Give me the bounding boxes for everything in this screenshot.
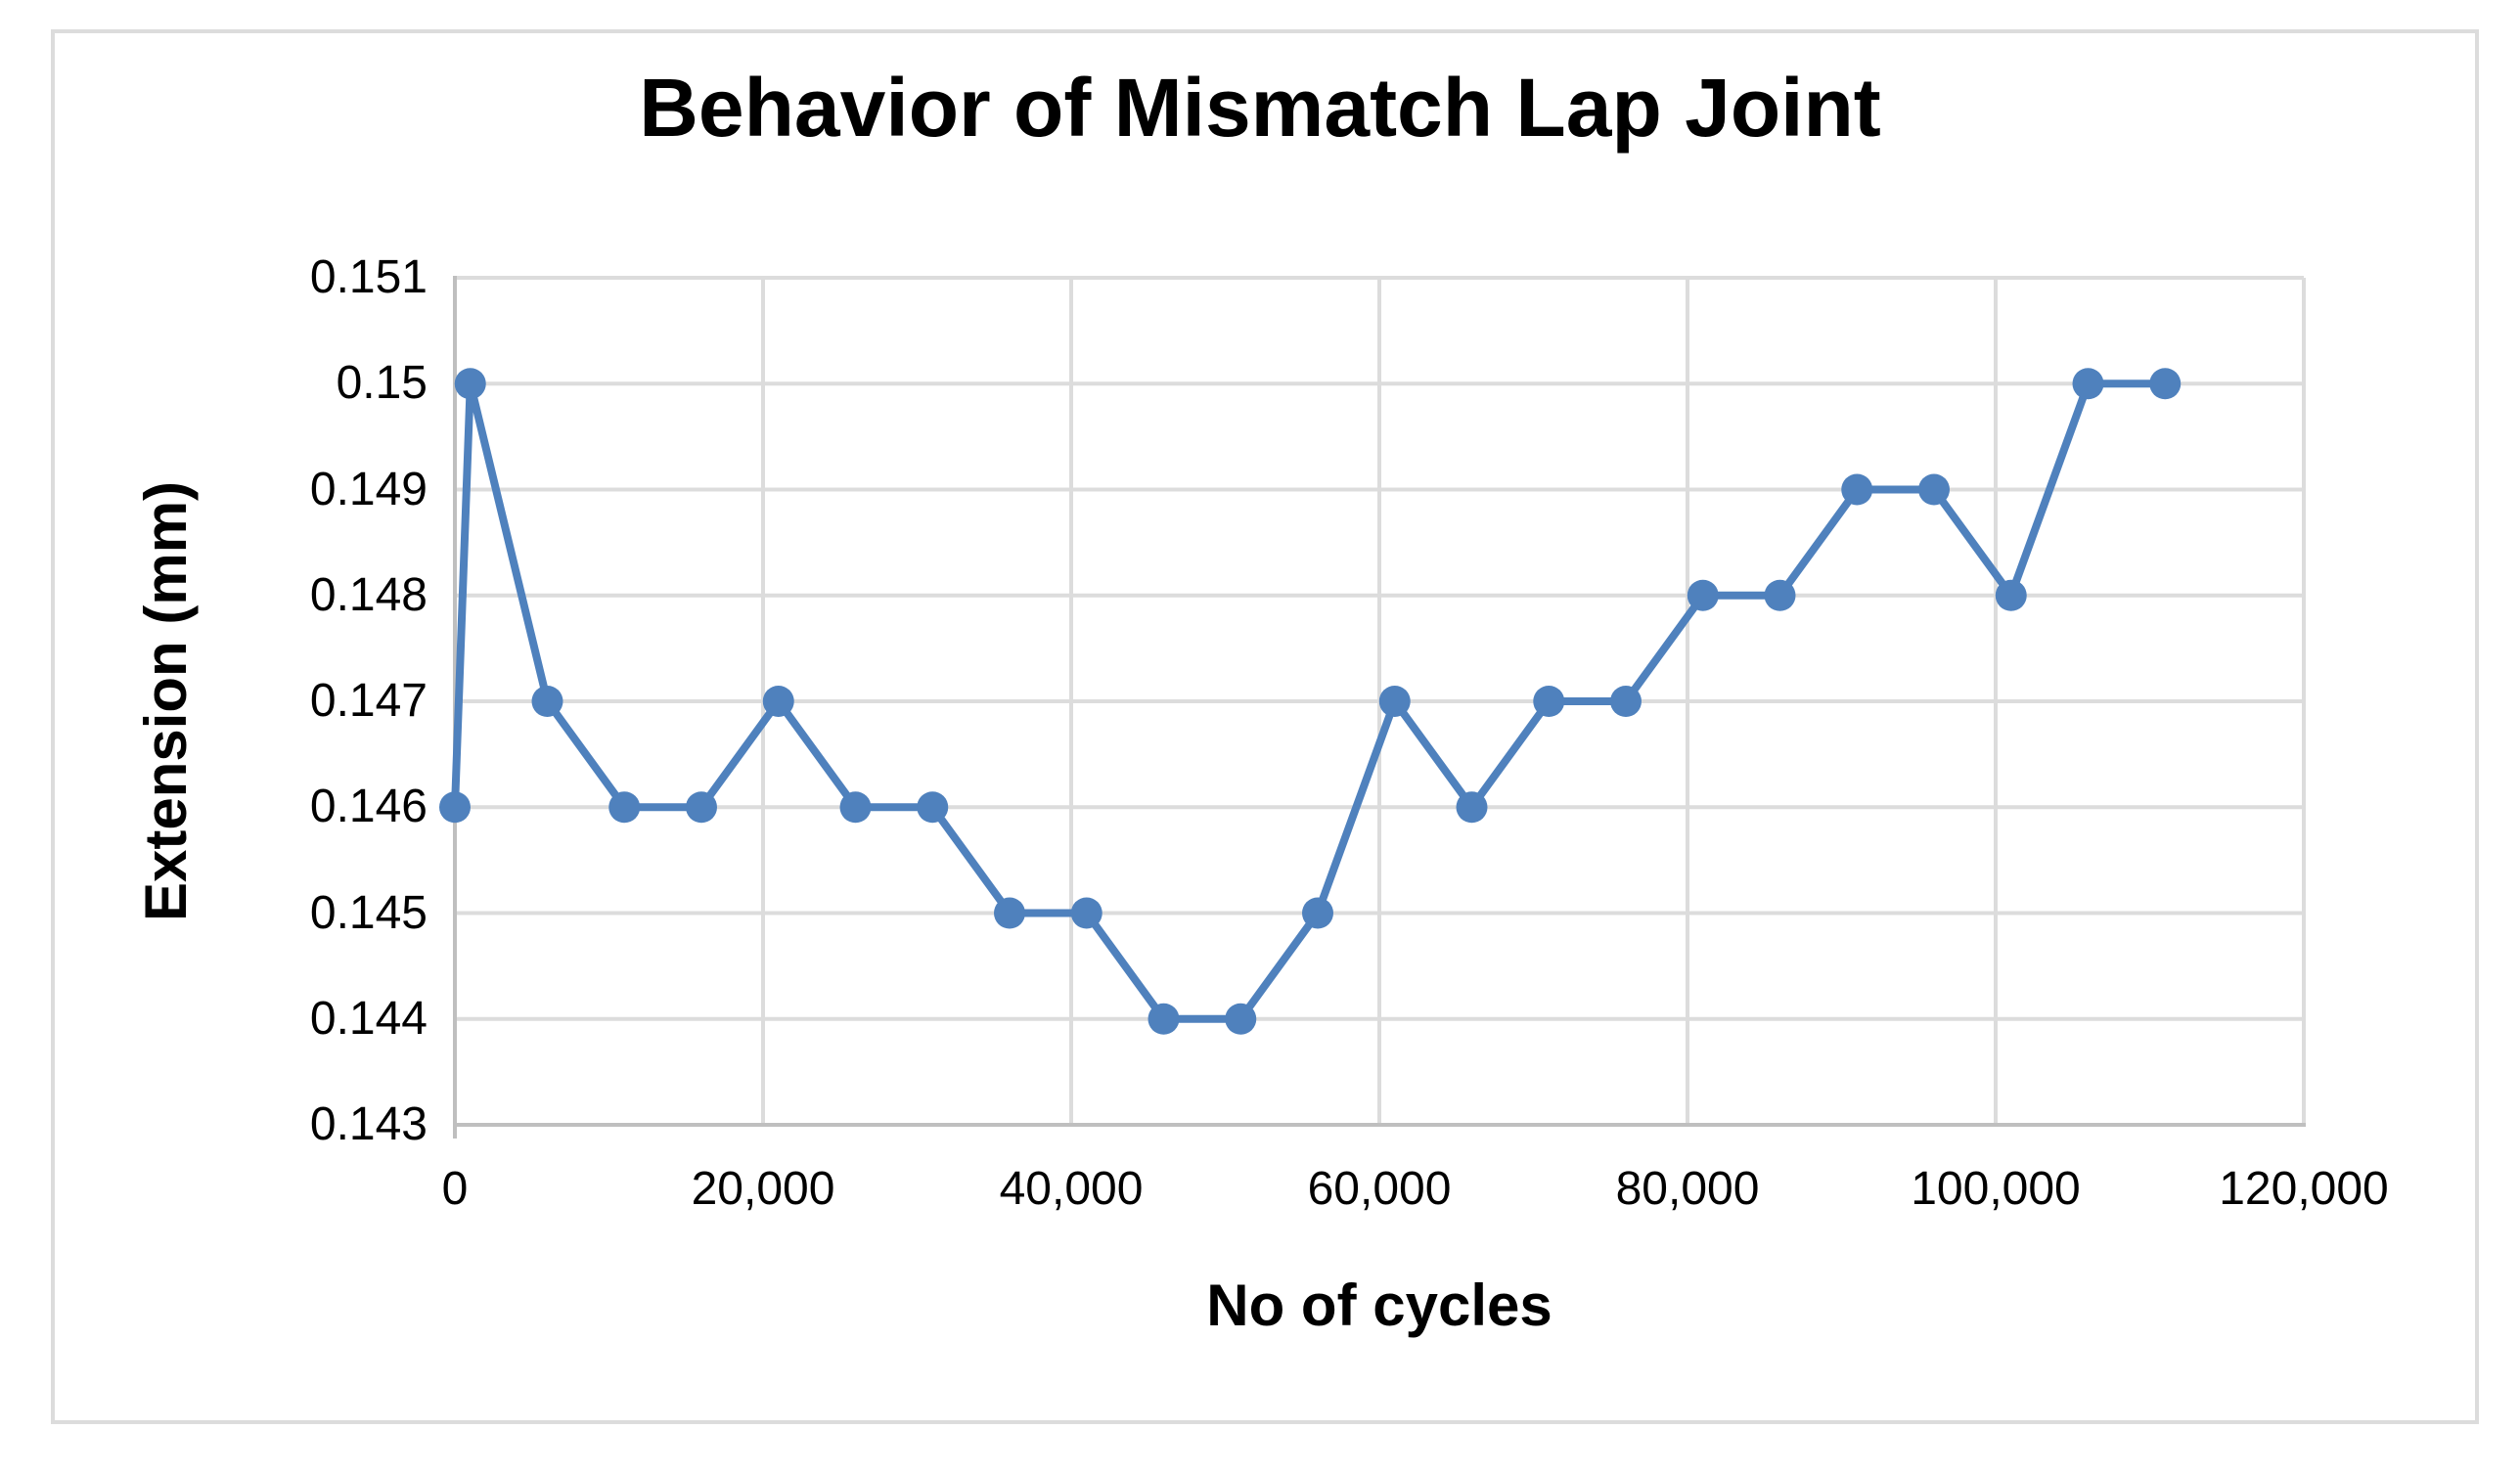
x-tick-label: 120,000: [2219, 1163, 2389, 1215]
x-tick-label: 20,000: [691, 1163, 835, 1215]
data-point[interactable]: [531, 686, 563, 717]
x-tick-label: 100,000: [1911, 1163, 2081, 1215]
y-tick-label: 0.143: [309, 1098, 428, 1150]
x-tick-label: 80,000: [1615, 1163, 1760, 1215]
data-point[interactable]: [917, 791, 949, 824]
y-tick-label: 0.146: [309, 781, 428, 833]
y-tick-label: 0.145: [309, 886, 428, 939]
y-tick-label: 0.144: [309, 992, 428, 1045]
x-axis-title: No of cycles: [1206, 1273, 1552, 1338]
data-point[interactable]: [2149, 368, 2182, 400]
data-point[interactable]: [1918, 473, 1950, 506]
data-point[interactable]: [1610, 686, 1642, 717]
data-point[interactable]: [1764, 579, 1796, 611]
x-tick-label: 0: [441, 1163, 469, 1215]
x-tick-label: 40,000: [999, 1163, 1144, 1215]
y-tick-label: 0.148: [309, 568, 428, 621]
data-point[interactable]: [1225, 1003, 1257, 1035]
data-point[interactable]: [1456, 791, 1488, 824]
data-point[interactable]: [454, 368, 486, 400]
data-point[interactable]: [1841, 473, 1873, 506]
data-point[interactable]: [1687, 579, 1719, 611]
data-point[interactable]: [1533, 686, 1565, 717]
y-tick-label: 0.149: [309, 463, 428, 515]
data-point[interactable]: [839, 791, 872, 824]
data-point[interactable]: [1070, 897, 1102, 929]
data-point[interactable]: [1148, 1003, 1180, 1035]
data-point[interactable]: [1302, 897, 1333, 929]
data-point[interactable]: [762, 686, 794, 717]
data-point[interactable]: [686, 791, 717, 824]
data-point[interactable]: [1378, 686, 1411, 717]
data-point[interactable]: [2072, 368, 2104, 400]
x-tick-label: 60,000: [1307, 1163, 1452, 1215]
data-point[interactable]: [608, 791, 641, 824]
y-tick-label: 0.151: [309, 251, 428, 303]
chart-title: Behavior of Mismatch Lap Joint: [639, 62, 1881, 154]
data-point[interactable]: [439, 791, 471, 824]
data-point[interactable]: [994, 897, 1025, 929]
y-tick-label: 0.147: [309, 675, 428, 727]
data-point[interactable]: [1995, 579, 2027, 611]
y-tick-label: 0.15: [336, 357, 428, 410]
